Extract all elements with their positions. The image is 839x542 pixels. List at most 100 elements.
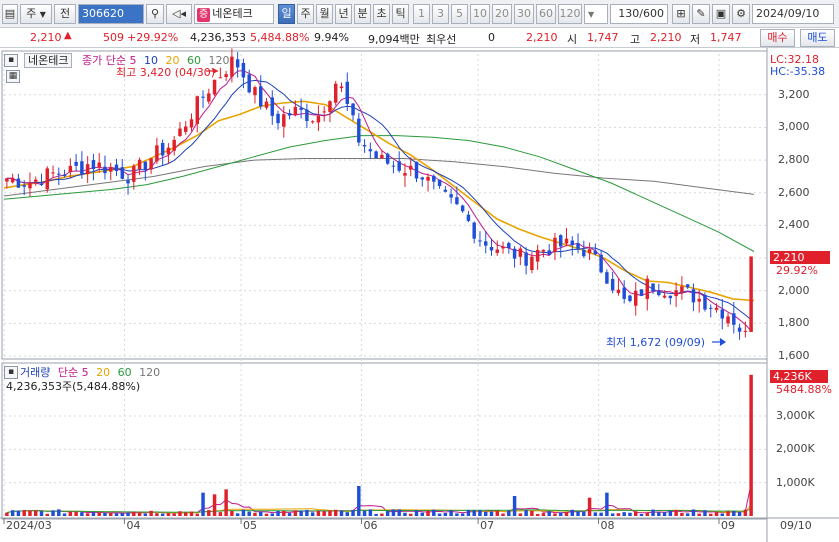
- volume-bar: [5, 512, 9, 516]
- low-annotation: 최저 1,672 (09/09): [606, 336, 706, 349]
- candle-down: [524, 252, 528, 266]
- candle-up: [339, 86, 344, 89]
- indicator-add-icon[interactable]: ⊞: [672, 4, 690, 24]
- market-select[interactable]: 주 ▼: [20, 4, 52, 24]
- tab-minute[interactable]: 분: [354, 4, 371, 24]
- tab-second[interactable]: 초: [373, 4, 390, 24]
- interval-5[interactable]: 5: [451, 4, 468, 24]
- candle-down: [478, 240, 482, 242]
- x-tick-label: 04: [126, 519, 141, 532]
- turnover-rate: 9.94%: [314, 31, 349, 44]
- candle-up: [189, 119, 194, 128]
- stock-code-input[interactable]: 306620: [78, 4, 144, 24]
- volume-bar: [559, 512, 563, 516]
- candle-down: [351, 103, 355, 116]
- candle-down: [16, 178, 21, 188]
- sell-button[interactable]: 매도: [800, 29, 835, 47]
- volume-bar: [97, 512, 101, 516]
- volume-bar: [149, 510, 153, 516]
- interval-120[interactable]: 120: [558, 4, 582, 24]
- gear-icon[interactable]: ⚙: [732, 4, 750, 24]
- current-volume-ratio-tag: 5484.88%: [776, 383, 832, 396]
- buy-button[interactable]: 매수: [760, 29, 795, 47]
- x-tick-label: 05: [243, 519, 258, 532]
- candle-up: [178, 128, 182, 136]
- volume-bar: [287, 513, 292, 516]
- volume-bar: [184, 512, 188, 516]
- tab-week[interactable]: 주: [297, 4, 314, 24]
- x-tick-label: 2024/03: [6, 519, 52, 532]
- candle-down: [247, 74, 251, 93]
- interval-20[interactable]: 20: [492, 4, 512, 24]
- volume-bar: [172, 513, 176, 516]
- candle-down: [599, 254, 603, 273]
- interval-60[interactable]: 60: [536, 4, 556, 24]
- candle-down: [160, 142, 165, 156]
- ma-legend-prefix: 종가 단순: [81, 54, 126, 67]
- tab-month[interactable]: 월: [316, 4, 333, 24]
- interval-custom-input[interactable]: ▼: [584, 4, 608, 24]
- volume-bar: [362, 510, 367, 516]
- volume-bar: [310, 512, 315, 516]
- save-icon[interactable]: ▣: [712, 4, 730, 24]
- volume-bar: [524, 510, 528, 516]
- chart-area[interactable]: ▪ 네온테크 종가 단순 5 10 20 60 120 ▦ 최고 3,420 (…: [0, 48, 839, 542]
- volume-bar: [662, 512, 667, 516]
- ma-lines: [3, 70, 755, 332]
- candle-down: [507, 242, 511, 248]
- candle-up: [587, 249, 592, 254]
- volume-bar: [195, 513, 199, 516]
- volume-bar: [247, 511, 251, 516]
- candle-down: [91, 160, 96, 170]
- best-bid-label: 최우선: [426, 33, 457, 46]
- volume-tick-label: 1,000K: [776, 475, 815, 489]
- volume-bar: [16, 510, 21, 516]
- volume-bar: [22, 510, 26, 516]
- volume-bar: [460, 513, 465, 516]
- candle-down: [570, 240, 574, 246]
- volume-panel-menu-icon[interactable]: ▪: [4, 366, 18, 379]
- current-volume-tag: 4,236K: [770, 370, 828, 383]
- stock-name-field[interactable]: 증 네온테크: [194, 4, 274, 24]
- volume-bar: [593, 512, 598, 516]
- price-tick-label: 3,000: [778, 120, 810, 134]
- candle-up: [409, 165, 413, 170]
- date-input[interactable]: 2024/09/10: [752, 4, 834, 24]
- candle-down: [276, 113, 280, 124]
- panel-menu-icon[interactable]: ▪: [4, 54, 18, 67]
- volume-bar: [126, 512, 130, 516]
- window-menu-icon[interactable]: ▤: [2, 4, 18, 24]
- count-input[interactable]: 130/600: [610, 4, 668, 24]
- tab-tick[interactable]: 틱: [392, 4, 409, 24]
- speaker-icon[interactable]: ◁◂: [166, 4, 192, 24]
- interval-1[interactable]: 1: [413, 4, 430, 24]
- interval-10[interactable]: 10: [470, 4, 490, 24]
- interval-30[interactable]: 30: [514, 4, 534, 24]
- chart-canvas[interactable]: [0, 48, 839, 542]
- volume-bar: [489, 511, 494, 516]
- volume-bar: [62, 513, 67, 516]
- volume-legend-prefix: 단순: [57, 366, 79, 379]
- volume-bar: [224, 489, 228, 516]
- candle-down: [582, 249, 586, 257]
- toolbar: ▤ 주 ▼ 전 306620 ⚲ ◁◂ 증 네온테크 일 주 월 년 분 초 틱 …: [0, 0, 839, 28]
- ma5-line: [6, 70, 752, 332]
- candle-down: [472, 222, 476, 239]
- interval-3[interactable]: 3: [432, 4, 449, 24]
- draw-tools-icon[interactable]: ✎: [692, 4, 710, 24]
- volume-bar: [437, 513, 442, 516]
- volume-bar: [518, 513, 523, 516]
- price-tick-label: 2,000: [778, 283, 810, 297]
- candle-up: [616, 289, 621, 293]
- candle-up: [403, 173, 407, 176]
- tab-year[interactable]: 년: [335, 4, 352, 24]
- volume-bar: [587, 497, 592, 516]
- chevron-down-icon: ▼: [39, 10, 46, 19]
- panel-resize-icon[interactable]: ▦: [6, 70, 20, 83]
- candle-down: [443, 189, 448, 192]
- volume-bar: [282, 510, 286, 516]
- tab-day[interactable]: 일: [278, 4, 295, 24]
- ma-legend-120: 120: [208, 54, 230, 67]
- search-icon[interactable]: ⚲: [146, 4, 164, 24]
- board-select[interactable]: 전: [54, 4, 76, 24]
